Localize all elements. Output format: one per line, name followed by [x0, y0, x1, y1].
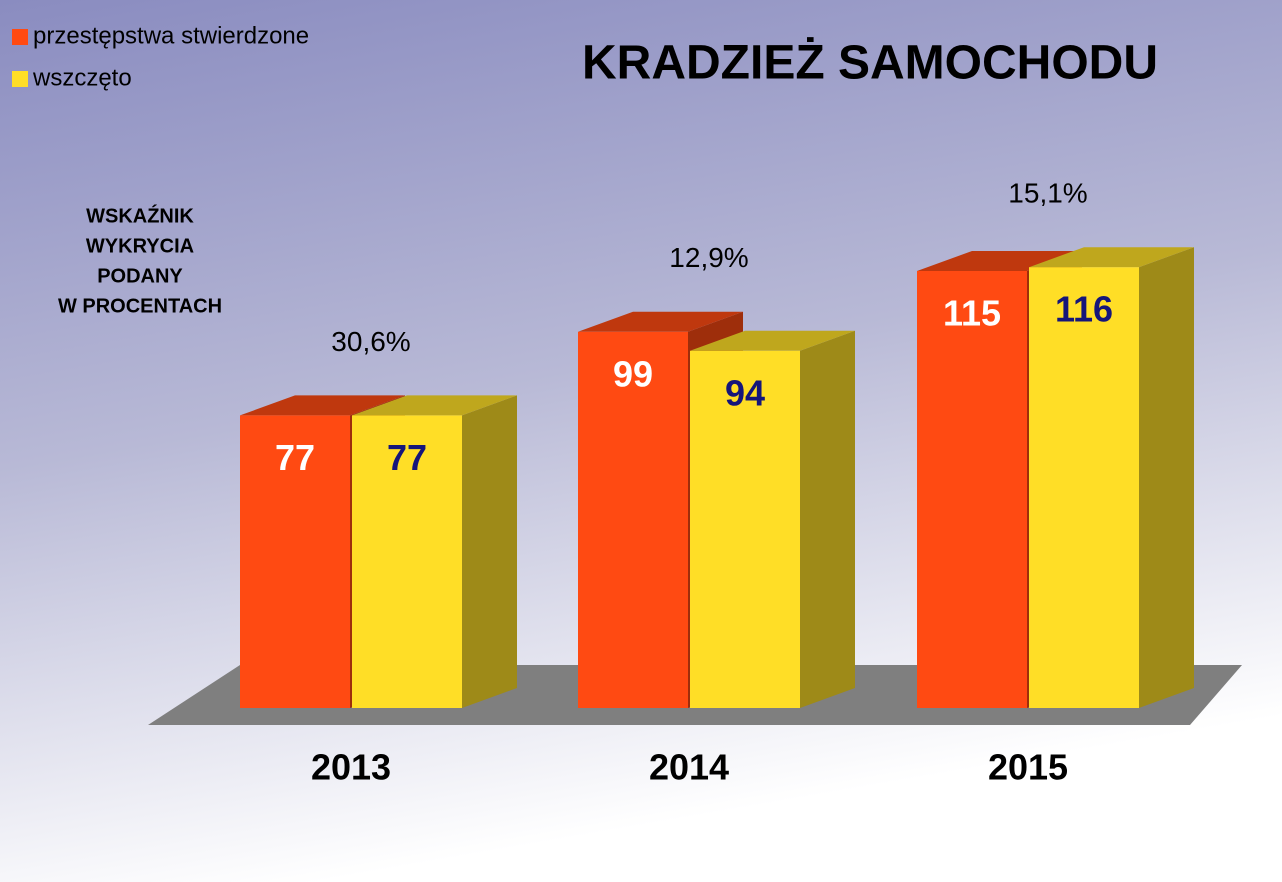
- legend-label: przestępstwa stwierdzone: [33, 22, 309, 49]
- value-label: 116: [1055, 289, 1113, 330]
- annotation: 30,6%: [331, 326, 410, 357]
- x-tick-label: 2015: [988, 747, 1068, 788]
- bar: [917, 271, 1027, 708]
- legend-label: wszczęto: [32, 64, 132, 91]
- annotation: 12,9%: [669, 242, 748, 273]
- value-label: 77: [275, 437, 315, 478]
- x-tick-label: 2013: [311, 747, 391, 788]
- chart-title: KRADZIEŻ SAMOCHODU: [582, 37, 1158, 90]
- value-label: 99: [613, 353, 653, 394]
- note-line: W PROCENTACH: [58, 295, 222, 317]
- bar: [240, 415, 350, 708]
- annotation: 15,1%: [1008, 178, 1087, 209]
- note-line: PODANY: [97, 265, 183, 287]
- bar-top: [352, 395, 517, 416]
- bar: [352, 415, 462, 708]
- bar-side: [1139, 247, 1194, 708]
- bar-top: [1029, 247, 1194, 268]
- note-line: WYKRYCIA: [86, 235, 194, 257]
- value-label: 115: [943, 293, 1001, 334]
- note-line: WSKAŹNIK: [86, 204, 194, 227]
- bar-side: [800, 330, 855, 708]
- bar-top: [240, 395, 405, 416]
- bar: [1029, 267, 1139, 708]
- bar-top: [578, 311, 743, 332]
- value-label: 94: [725, 372, 765, 413]
- legend-swatch: [12, 29, 28, 45]
- legend-swatch: [12, 71, 28, 87]
- bar-side: [462, 395, 517, 708]
- bar-top: [690, 330, 855, 351]
- x-tick-label: 2014: [649, 747, 729, 788]
- value-label: 77: [387, 437, 427, 478]
- bar: [690, 350, 800, 708]
- bar: [578, 331, 688, 708]
